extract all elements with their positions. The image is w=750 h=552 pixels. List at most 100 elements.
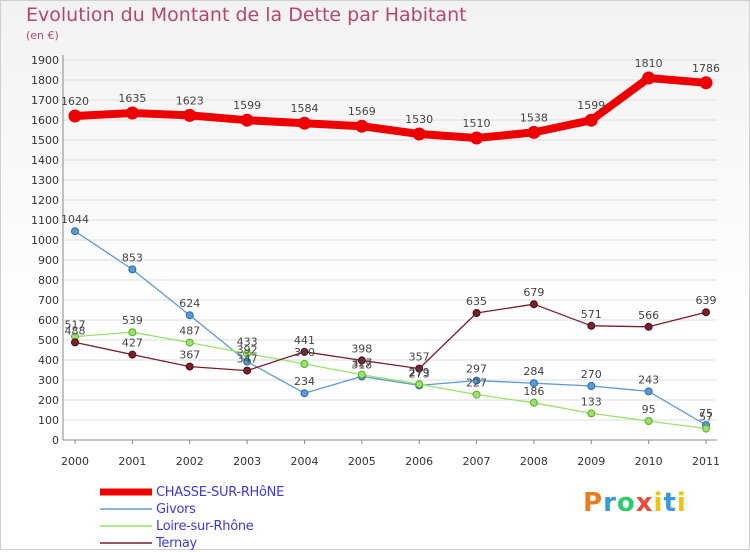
label-chasse-2010: 1810 [635, 57, 663, 70]
series-line-givors [74, 230, 707, 426]
x-tick-2010: 2010 [635, 455, 663, 468]
point-ternay-2003 [243, 366, 252, 375]
y-tick-800: 800 [38, 274, 59, 287]
x-tick-2006: 2006 [405, 455, 433, 468]
point-givors-2009 [587, 382, 596, 390]
point-loire-2004 [300, 360, 309, 368]
legend-label-givors: Givors [156, 502, 196, 517]
point-chasse-2011 [699, 76, 713, 90]
point-chasse-2001 [125, 106, 139, 120]
label-ternay-2007: 635 [466, 295, 487, 308]
legend-swatch-givors [100, 508, 152, 510]
point-givors-2007 [472, 376, 481, 385]
point-loire-2008 [529, 398, 538, 407]
label-chasse-2004: 1584 [290, 102, 318, 115]
x-tick-2000: 2000 [61, 455, 89, 468]
label-chasse-2007: 1510 [463, 117, 491, 130]
label-loire-2006: 279 [409, 366, 430, 379]
series-line-loire [74, 331, 707, 430]
label-chasse-2006: 1530 [405, 113, 433, 126]
y-tick-1700: 1700 [31, 94, 59, 107]
label-chasse-2011: 1786 [692, 62, 720, 75]
x-tick-2005: 2005 [348, 455, 376, 468]
point-givors-2000 [71, 227, 79, 236]
point-loire-2002 [185, 338, 194, 347]
y-tick-1200: 1200 [31, 194, 59, 207]
point-ternay-2002 [185, 362, 194, 371]
x-tick-2002: 2002 [176, 455, 204, 468]
label-chasse-2005: 1569 [348, 105, 376, 118]
legend-label-chasse: CHASSE-SUR-RHôNE [156, 485, 285, 500]
series-line-chasse [71, 74, 710, 142]
series-line-ternay [74, 303, 707, 372]
label-givors-2011: 75 [699, 407, 713, 420]
point-givors-2004 [300, 389, 309, 398]
label-givors-2002: 624 [179, 297, 200, 310]
y-tick-500: 500 [38, 334, 59, 347]
point-chasse-2010 [642, 71, 656, 85]
label-loire-2009: 133 [581, 395, 602, 408]
point-ternay-2004 [300, 347, 309, 356]
legend-item-ternay: Ternay [100, 535, 340, 552]
label-loire-2010: 95 [642, 403, 656, 416]
point-givors-2008 [529, 379, 538, 388]
point-givors-2003 [243, 357, 252, 366]
label-loire-2005: 327 [351, 357, 372, 370]
data-labels: 1620 1635 1623 1599 1584 1569 1530 1510 1538 1599… [61, 57, 720, 424]
y-tick-1500: 1500 [31, 134, 59, 147]
legend-label-ternay: Ternay [156, 536, 197, 551]
y-tick-1600: 1600 [31, 114, 59, 127]
point-ternay-2008 [529, 300, 538, 309]
point-chasse-2006 [412, 127, 426, 141]
label-givors-2007: 297 [466, 363, 487, 376]
label-givors-2010: 243 [638, 373, 659, 386]
label-loire-2001: 539 [122, 314, 143, 327]
y-tick-900: 900 [38, 254, 59, 267]
series-lines [68, 71, 713, 433]
point-ternay-2006 [415, 364, 424, 373]
point-loire-2010 [644, 417, 653, 425]
y-tick-1100: 1100 [31, 214, 59, 227]
x-tick-2011: 2011 [692, 455, 720, 468]
label-ternay-2003: 347 [237, 353, 258, 366]
point-givors-2002 [185, 311, 194, 320]
point-loire-2003 [243, 349, 252, 358]
label-givors-2008: 284 [523, 365, 544, 378]
point-chasse-2000 [68, 109, 82, 123]
point-givors-2010 [644, 387, 653, 396]
y-tick-600: 600 [38, 314, 59, 327]
legend-swatch-ternay [100, 542, 152, 544]
label-givors-2001: 853 [122, 251, 143, 264]
point-chasse-2002 [183, 108, 197, 122]
label-ternay-2002: 367 [179, 349, 200, 362]
point-loire-2005 [357, 370, 366, 379]
legend: CHASSE-SUR-RHôNE Givors Loire-sur-Rhône … [100, 484, 340, 552]
point-ternay-2000 [71, 338, 79, 347]
label-ternay-2009: 571 [581, 308, 602, 321]
chart-title: Evolution du Montant de la Dette par Hab… [26, 4, 467, 26]
y-tick-1900: 1900 [31, 54, 59, 67]
label-ternay-2005: 398 [351, 342, 372, 355]
point-ternay-2007 [472, 309, 481, 317]
point-givors-2001 [128, 265, 137, 274]
point-chasse-2009 [584, 113, 598, 127]
label-ternay-2006: 357 [409, 351, 430, 364]
label-givors-2004: 234 [294, 375, 315, 388]
point-loire-2011 [702, 424, 710, 433]
x-tick-labels: 2000 2001 2002 2003 2004 2005 2006 2007 2008 2009… [61, 455, 720, 468]
point-loire-2001 [128, 328, 137, 337]
y-tick-1400: 1400 [31, 154, 59, 167]
label-loire-2000: 517 [65, 319, 86, 332]
label-givors-2000: 1044 [61, 213, 89, 226]
legend-item-givors: Givors [100, 501, 340, 518]
x-tick-2009: 2009 [577, 455, 605, 468]
legend-item-loire: Loire-sur-Rhône [100, 518, 340, 535]
legend-swatch-loire [100, 525, 152, 527]
legend-swatch-chasse [100, 488, 152, 496]
y-tick-0: 0 [52, 434, 59, 447]
y-tick-1000: 1000 [31, 234, 59, 247]
label-chasse-2003: 1599 [233, 99, 261, 112]
y-tick-100: 100 [38, 414, 59, 427]
label-loire-2003: 433 [237, 335, 258, 348]
